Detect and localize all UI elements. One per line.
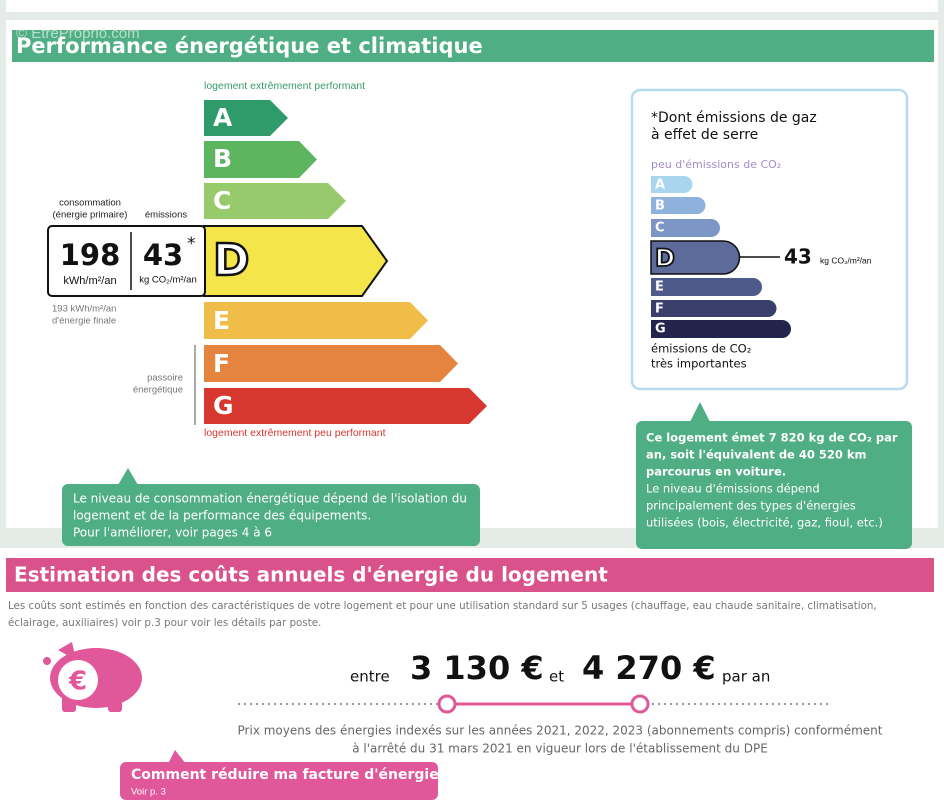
ghg-bar — [651, 300, 777, 317]
asterisk: * — [187, 234, 196, 254]
class-arrow — [204, 388, 487, 424]
ghg-value: 43 — [784, 245, 812, 269]
ghg-bar — [651, 219, 720, 237]
callout-text: logement et de la performance des équipe… — [73, 509, 371, 523]
consumption-unit: kWh/m²/an — [63, 275, 116, 287]
callout-pointer — [118, 468, 138, 485]
emissions-value: 43 — [143, 238, 183, 272]
value-box — [47, 225, 206, 297]
ghg-letter: E — [655, 280, 664, 295]
tip-callout[interactable] — [120, 762, 438, 800]
ghg-bar — [651, 197, 706, 214]
callout — [62, 484, 480, 546]
final-energy: 193 kWh/m²/an — [52, 304, 116, 315]
range-dot — [437, 694, 457, 714]
piggy-icon — [43, 642, 142, 712]
cost-low: 3 130 € — [410, 649, 544, 687]
final-energy: d'énergie finale — [52, 316, 116, 327]
watermark: © EtreProprio.com — [16, 25, 140, 42]
callout-text: utilisées (bois, électricité, gaz, fioul… — [646, 516, 883, 530]
callout-text: Ce logement émet 7 820 kg de CO₂ par — [646, 431, 898, 445]
ghg-letter: A — [655, 178, 665, 193]
callout-text: principalement des types d'énergies — [646, 499, 856, 513]
ghg-letter: C — [655, 221, 665, 236]
class-letter: F — [213, 349, 230, 378]
ghg-letter: F — [655, 302, 664, 317]
section-header — [6, 558, 934, 592]
between: entre — [350, 668, 390, 686]
emissions-unit: kg CO₂/m²/an — [139, 275, 197, 286]
euro-symbol: € — [68, 667, 87, 697]
tip-link[interactable]: Voir p. 3 — [131, 787, 166, 798]
tip-title[interactable]: Comment réduire ma facture d'énergie ? — [131, 767, 452, 783]
ghg-unit: kg CO₂/m²/an — [820, 255, 872, 265]
scale-bottom-label: logement extrêmement peu performant — [204, 427, 386, 439]
passoire-label: passoire — [147, 373, 183, 384]
ghg-letter: G — [655, 322, 666, 337]
consumption-label: (énergie primaire) — [53, 210, 128, 221]
callout-text: Le niveau d'émissions dépend — [646, 482, 820, 496]
and: et — [549, 668, 564, 686]
callout-text: parcourus en voiture. — [646, 465, 786, 479]
callout-pointer — [168, 750, 186, 764]
ghg-top-label: peu d'émissions de CO₂ — [651, 158, 781, 171]
section-header — [12, 30, 934, 62]
ghg-title: *Dont émissions de gaz — [651, 110, 817, 126]
class-letter: G — [213, 391, 234, 420]
callout-text: Le niveau de consommation énergétique dé… — [73, 492, 467, 506]
ghg-letter-active: D — [655, 244, 675, 272]
class-letter: C — [213, 186, 231, 215]
class-arrow — [204, 302, 428, 339]
ghg-bottom-label: très importantes — [651, 357, 747, 371]
class-arrow — [204, 183, 346, 219]
passoire-label: énergétique — [133, 385, 183, 396]
per-year: par an — [722, 668, 770, 686]
cost-high: 4 270 € — [582, 649, 716, 687]
scale-top-label: logement extrêmement performant — [204, 80, 365, 92]
ghg-bar — [651, 176, 693, 193]
ghg-bar — [651, 278, 762, 296]
section-title: Performance énergétique et climatique — [16, 34, 483, 58]
top-strip — [6, 0, 938, 12]
ghg-bar — [651, 320, 791, 338]
ghg-bottom-label: émissions de CO₂ — [651, 342, 751, 356]
class-letter: E — [213, 306, 230, 335]
callout — [636, 421, 912, 549]
class-letter: A — [213, 103, 233, 132]
class-letter-active: D — [213, 235, 250, 286]
range-dot — [630, 694, 650, 714]
costs-intro: éclairage, auxiliaires) voir p.3 pour vo… — [8, 617, 321, 629]
callout-pointer — [690, 402, 710, 422]
consumption-value: 198 — [60, 238, 121, 272]
class-arrow — [204, 100, 288, 136]
section-title: Estimation des coûts annuels d'énergie d… — [14, 563, 608, 587]
callout-text: Pour l'améliorer, voir pages 4 à 6 — [73, 526, 272, 540]
costs-intro: Les coûts sont estimés en fonction des c… — [8, 600, 877, 612]
class-letter: B — [213, 144, 232, 173]
cost-note: Prix moyens des énergies indexés sur les… — [238, 724, 883, 738]
class-arrow — [204, 141, 317, 178]
ghg-letter: B — [655, 199, 665, 214]
consumption-label: consommation — [59, 198, 121, 209]
cost-note: à l'arrêté du 31 mars 2021 en vigueur lo… — [352, 742, 768, 756]
ghg-bar-active — [650, 240, 741, 275]
callout-text: an, soit l'équivalent de 40 520 km — [646, 448, 867, 462]
emissions-label: émissions — [145, 210, 187, 221]
class-arrow — [204, 345, 458, 382]
ghg-title: à effet de serre — [651, 127, 758, 143]
